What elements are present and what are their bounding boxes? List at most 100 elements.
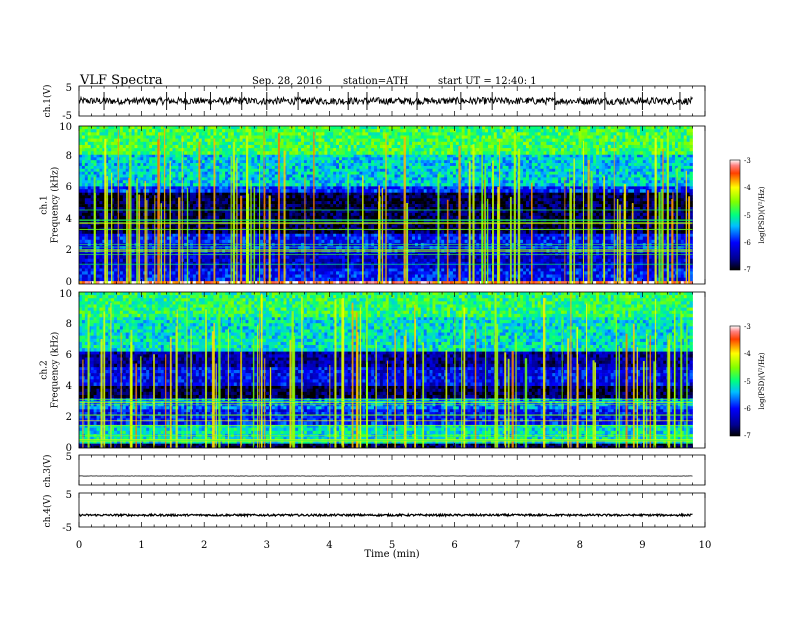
spectrogram-cell [552,275,555,278]
spectrogram-cell [465,262,468,265]
spectrogram-cell [225,192,228,195]
spectrogram-cell [295,237,298,240]
spectrogram-cell [681,195,684,198]
spectrogram-cell [319,210,322,213]
spectrogram-cell [132,278,135,281]
spectrogram-cell [643,240,646,243]
spectrogram-cell [167,201,170,204]
spectrogram-cell [365,192,368,195]
spectrogram-cell [319,213,322,216]
spectrogram-cell [321,262,324,265]
spectrogram-cell [400,271,403,274]
spectrogram-cell [538,256,541,259]
spectrogram-cell [88,262,91,265]
spectrogram-cell [605,278,608,281]
spectrogram-cell [243,271,246,274]
spectrogram-cell [432,198,435,201]
spectrogram-cell [275,271,278,274]
spectrogram-cell [368,275,371,278]
spectrogram-cell [678,275,681,278]
spectrogram-cell [216,268,219,271]
spectrogram-cell [415,201,418,204]
spectrogram-cell [494,201,497,204]
spectrogram-cell [357,198,360,201]
spectrogram-cell [286,275,289,278]
spectrogram-cell [286,246,289,249]
spectrogram-cell [108,210,111,213]
spectrogram-cell [389,198,392,201]
spectrogram-cell [365,265,368,268]
spectrogram-cell [167,265,170,268]
spectrogram-cell [637,233,640,236]
spectrogram-cell [599,271,602,274]
spectrogram-cell [91,201,94,204]
spectrogram-cell [167,213,170,216]
spectrogram-cell [289,198,292,201]
spectrogram-cell [447,192,450,195]
spectrogram-cell [549,271,552,274]
spectrogram-cell [555,275,558,278]
spectrogram-cell [272,268,275,271]
spectrogram-cell [140,240,143,243]
spectrogram-cell [427,259,430,262]
spectrogram-cell [543,210,546,213]
spectrogram-cell [652,268,655,271]
ch1-ytick-top: 5 [66,83,72,94]
spectrogram-cell [354,201,357,204]
spectrogram-cell [120,278,123,281]
spectrogram-cell [687,192,690,195]
spectrogram-cell [465,233,468,236]
spectrogram-cell [149,233,152,236]
spectrogram-cell [634,198,637,201]
spectrogram-cell [663,268,666,271]
spectrogram-cell [181,271,184,274]
spectrogram-cell [368,210,371,213]
spectrogram-cell [99,262,102,265]
spectrogram-cell [663,204,666,207]
spectrogram-cell [99,201,102,204]
spectrogram-cell [330,204,333,207]
spectrogram-cell [523,256,526,259]
spectrogram-cell [476,233,479,236]
spectrogram-cell [330,240,333,243]
spectrogram-cell [409,237,412,240]
spectrogram-cell [652,265,655,268]
spectrogram-cell [415,240,418,243]
spectrogram-cell [307,192,310,195]
spectrogram-cell [526,240,529,243]
spectrogram-cell [301,201,304,204]
spectrogram-cell [281,233,284,236]
spectrogram-cell [202,240,205,243]
spectrogram-cell [409,259,412,262]
spectrogram-cell [421,240,424,243]
spectrogram-cell [178,192,181,195]
spectrogram-cell [652,240,655,243]
spectrogram-cell [643,233,646,236]
spectrogram-cell [319,262,322,265]
spectrogram-cell [181,210,184,213]
spectrogram-cell [307,259,310,262]
spectrogram-cell [430,265,433,268]
spectrogram-cell [336,213,339,216]
spectrogram-cell [576,271,579,274]
spectrogram-cell [418,237,421,240]
spectrogram-cell [190,213,193,216]
spectrogram-cell [520,201,523,204]
spectrogram-cell [357,271,360,274]
spectrogram-cell [368,195,371,198]
spectrogram-cell [336,275,339,278]
spectrogram-cell [628,192,631,195]
spectrogram-cell [421,278,424,281]
spectrogram-cell [310,198,313,201]
spectrogram-cell [190,192,193,195]
spectrogram-cell [202,210,205,213]
spectrogram-cell [99,195,102,198]
spectrogram-cell [541,198,544,201]
spectrogram-cell [310,271,313,274]
spectrogram-cell [476,237,479,240]
spectrogram-cell [342,275,345,278]
spectrogram-cell [339,198,342,201]
spectrogram-cell [289,256,292,259]
spectrogram-cell [289,259,292,262]
spectrogram-cell [357,210,360,213]
